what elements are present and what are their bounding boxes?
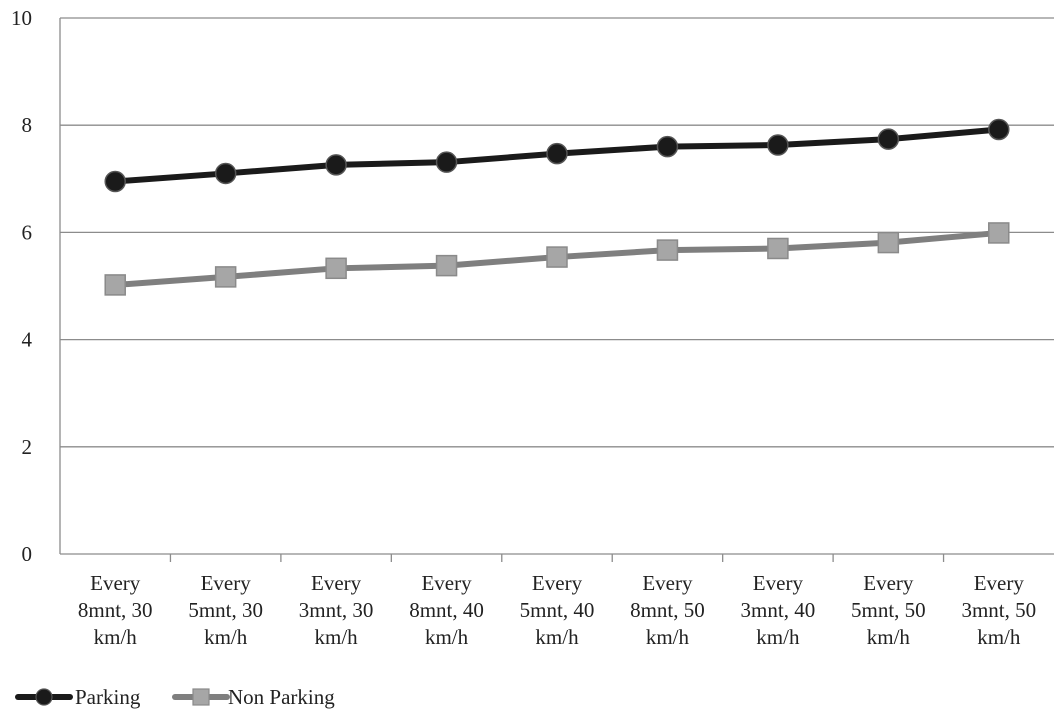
y-tick-label: 6	[22, 220, 33, 244]
x-category-label: Every 3mnt, 40 km/h	[741, 571, 816, 649]
data-point	[988, 222, 1010, 244]
legend-label: Parking	[75, 685, 141, 709]
x-category-label-line: Every	[532, 571, 583, 595]
x-category-label-line: 5mnt, 30	[188, 598, 263, 622]
x-category-label-line: km/h	[315, 625, 359, 649]
x-category-label-line: km/h	[867, 625, 911, 649]
x-category-label: Every 8mnt, 30 km/h	[78, 571, 153, 649]
x-category-label-line: km/h	[646, 625, 690, 649]
x-category-label-line: 8mnt, 40	[409, 598, 484, 622]
data-point	[104, 274, 126, 296]
x-category-label-line: 3mnt, 40	[741, 598, 816, 622]
legend-entry-parking: Parking	[15, 685, 141, 709]
data-point	[325, 257, 347, 280]
x-category-label-line: Every	[311, 571, 362, 595]
series-non-parking	[104, 222, 1010, 296]
x-category-label: Every 5mnt, 50 km/h	[851, 571, 926, 649]
x-category-label-line: Every	[642, 571, 693, 595]
data-point	[325, 154, 347, 176]
data-point	[214, 162, 237, 185]
x-category-label-line: km/h	[94, 625, 138, 649]
data-point	[435, 151, 458, 173]
y-tick-label: 2	[22, 435, 33, 459]
x-category-label: Every 3mnt, 50 km/h	[961, 571, 1036, 649]
data-point	[546, 142, 568, 165]
x-category-label-line: Every	[974, 571, 1025, 595]
x-category-label-line: km/h	[535, 625, 579, 649]
data-point	[988, 118, 1010, 141]
data-point	[767, 134, 789, 156]
x-category-label: Every 5mnt, 30 km/h	[188, 571, 263, 649]
y-axis-tick-labels: 0 2 4 6 8 10	[11, 6, 33, 566]
x-category-label-line: km/h	[756, 625, 800, 649]
legend-label: Non Parking	[228, 685, 335, 709]
data-point	[104, 170, 126, 193]
x-category-label-line: 5mnt, 40	[520, 598, 595, 622]
data-point	[767, 237, 789, 260]
data-point	[214, 266, 237, 288]
data-point	[435, 254, 458, 277]
data-point	[656, 135, 679, 158]
legend-swatch-marker	[35, 688, 53, 706]
legend-entry-non-parking: Non Parking	[172, 685, 335, 709]
data-point	[877, 231, 900, 254]
axes	[59, 18, 1054, 555]
x-category-label-line: 3mnt, 50	[961, 598, 1036, 622]
x-category-label-line: 5mnt, 50	[851, 598, 926, 622]
data-point	[546, 246, 568, 268]
x-category-label: Every 3mnt, 30 km/h	[299, 571, 374, 649]
x-category-label: Every 5mnt, 40 km/h	[520, 571, 595, 649]
y-tick-label: 4	[22, 328, 33, 352]
data-point	[877, 128, 900, 150]
x-category-label-line: Every	[753, 571, 804, 595]
x-category-label-line: 8mnt, 30	[78, 598, 153, 622]
y-tick-label: 8	[22, 113, 33, 137]
x-axis-ticks	[169, 554, 945, 562]
x-category-label-line: Every	[421, 571, 472, 595]
data-point	[656, 239, 679, 261]
x-category-label-line: Every	[863, 571, 914, 595]
series-parking	[104, 118, 1010, 193]
x-category-label-line: 3mnt, 30	[299, 598, 374, 622]
x-category-label-line: 8mnt, 50	[630, 598, 705, 622]
x-category-label-line: km/h	[977, 625, 1021, 649]
legend-swatch-marker	[192, 688, 210, 706]
y-tick-label: 10	[11, 6, 32, 30]
x-category-label: Every 8mnt, 50 km/h	[630, 571, 705, 649]
y-tick-label: 0	[22, 542, 33, 566]
x-category-label-line: km/h	[425, 625, 469, 649]
x-category-label: Every 8mnt, 40 km/h	[409, 571, 484, 649]
x-axis-category-labels: Every 8mnt, 30 km/h Every 5mnt, 30 km/h Every 3…	[78, 571, 1036, 649]
x-category-label-line: km/h	[204, 625, 248, 649]
x-category-label-line: Every	[90, 571, 141, 595]
legend: Parking Non Parking	[15, 685, 335, 709]
x-category-label-line: Every	[201, 571, 252, 595]
series-group	[104, 118, 1010, 296]
grid-lines	[60, 17, 1054, 448]
